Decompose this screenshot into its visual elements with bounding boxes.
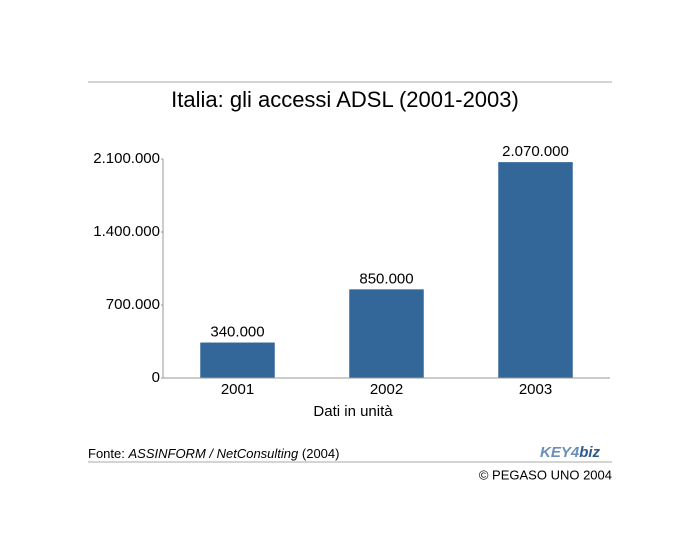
- x-axis-label: Dati in unità: [313, 403, 393, 420]
- x-tick-label: 2003: [519, 381, 552, 398]
- logo-key: KEY: [540, 444, 573, 461]
- y-tick-label: 0: [152, 369, 160, 386]
- chart-title: Italia: gli accessi ADSL (2001-2003): [171, 87, 519, 112]
- bar: [200, 342, 275, 378]
- value-label: 340.000: [210, 324, 264, 341]
- x-tick-label: 2002: [370, 381, 403, 398]
- x-tick-label: 2001: [221, 381, 254, 398]
- value-label: 850.000: [359, 270, 413, 287]
- logo-biz: biz: [579, 444, 600, 461]
- copyright: © PEGASO UNO 2004: [479, 467, 612, 482]
- bar: [349, 289, 424, 378]
- logo: KEY4biz: [540, 444, 601, 461]
- source-year: (2004): [302, 446, 340, 461]
- bar: [498, 162, 573, 378]
- value-label: 2.070.000: [502, 143, 569, 160]
- y-tick-label: 2.100.000: [93, 150, 160, 167]
- source-name: ASSINFORM / NetConsulting: [127, 446, 299, 461]
- logo-num: 4: [570, 444, 580, 461]
- y-tick-label: 700.000: [106, 296, 160, 313]
- source-prefix: Fonte:: [88, 446, 125, 461]
- source: Fonte: ASSINFORM / NetConsulting (2004): [88, 446, 339, 461]
- y-tick-label: 1.400.000: [93, 223, 160, 240]
